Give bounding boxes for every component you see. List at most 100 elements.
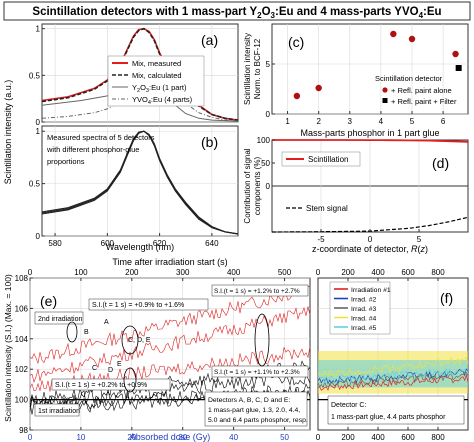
c-xtick-label-2: 3 bbox=[348, 117, 353, 126]
b-xtick-label-2: 620 bbox=[153, 239, 167, 248]
c-xtick-label-0: 1 bbox=[285, 117, 290, 126]
ann-ellipse-3 bbox=[123, 367, 137, 393]
f-series-4 bbox=[317, 367, 469, 385]
f-legend-label-3: Irrad. #4 bbox=[351, 316, 377, 323]
panel-e-xlabel: Absorbed dose (Gy) bbox=[130, 432, 211, 442]
e-ytick-label-4: 106 bbox=[15, 304, 29, 313]
panel-e-top-label: Time after irradiation start (s) bbox=[112, 257, 227, 267]
f-legend-label-0: Irradiation #1 bbox=[351, 287, 391, 294]
c-point-filter-0 bbox=[455, 65, 462, 71]
legend-y2o3: Y2O3:Eu (1 part) bbox=[132, 83, 187, 94]
e-ytick-label-5: 108 bbox=[15, 274, 29, 283]
ann-box-4 bbox=[51, 378, 171, 391]
ann-c: C bbox=[92, 365, 97, 372]
d-top-series-0 bbox=[272, 139, 469, 143]
panel-d-scint-label: Scintillation bbox=[308, 155, 348, 164]
panel-e-label: (e) bbox=[40, 293, 57, 309]
panel-d: 100 50 0 -5 0 5 Contribution of signal compo… bbox=[243, 136, 469, 254]
b-series-1 bbox=[41, 130, 239, 235]
ann-box-1 bbox=[88, 298, 209, 311]
e-toptick-label-2: 200 bbox=[125, 268, 139, 277]
e-xtick-label-3: 30 bbox=[178, 433, 187, 442]
c-point-4 bbox=[452, 50, 459, 58]
c-point-0 bbox=[293, 92, 301, 100]
e-note-3: 5.0 and 6.4 parts phosphor, resp. bbox=[208, 417, 308, 424]
panel-f: 0 200 400 600 800 0 200 400 600 800 Irradiation … bbox=[316, 268, 469, 442]
ann-text-1: S.I.(t = 1 s) = +0.9% to +1.6% bbox=[92, 302, 184, 309]
ab-ylabel: Scintillation intensity (a.u.) bbox=[3, 80, 13, 185]
e-toptick-label-3: 300 bbox=[176, 268, 190, 277]
c-point-1 bbox=[315, 84, 322, 92]
b-ytick-label-0: 0 bbox=[36, 232, 41, 241]
e-xtick-label-0: 0 bbox=[28, 433, 33, 442]
c-xtick-label-3: 4 bbox=[379, 117, 384, 126]
ann-text-4: S.I.(t = 1 s) = +0.2% to +0.9% bbox=[55, 382, 147, 389]
legend-marker-filter bbox=[382, 98, 388, 103]
f-xtick-label-0: 0 bbox=[316, 433, 321, 442]
d-xtick-label-0: -5 bbox=[317, 235, 325, 244]
ann-ellipse-2 bbox=[121, 325, 139, 355]
panel-c-ylabel-2: Norm. to BCF-12 bbox=[253, 38, 262, 99]
f-legend-label-1: Irrad. #2 bbox=[351, 297, 377, 304]
e-note-1: Detectors A, B, C, D and E: bbox=[208, 397, 290, 404]
c-point-3 bbox=[408, 35, 416, 43]
ann-2nd-irradiation: 2nd irradiation bbox=[38, 316, 82, 323]
e-note-2: 1 mass-part glue, 1.3, 2.0, 4.4, bbox=[208, 407, 300, 414]
e-xtick-label-2: 20 bbox=[127, 433, 136, 442]
d-ytick-label-1: 50 bbox=[261, 159, 270, 168]
panel-d-stem-label: Stem signal bbox=[306, 204, 348, 213]
e-toptick-label-0: 0 bbox=[28, 268, 33, 277]
ann-ellipse-4 bbox=[254, 313, 270, 367]
panel-d-ylabel-1: Contribution of signal bbox=[243, 148, 252, 223]
panel-b-note-3: proportions bbox=[47, 157, 85, 166]
panel-a-label: (a) bbox=[201, 32, 218, 48]
a-ytick-label-2: 1 bbox=[36, 25, 41, 34]
b-xtick-label-3: 640 bbox=[205, 239, 219, 248]
panel-c-legend-paint: + Refl. paint alone bbox=[391, 86, 452, 95]
panel-b: 0 0.5 1 580 600 620 640 (b) Measured spectra … bbox=[29, 125, 239, 252]
panel-b-xlabel: Wavelength (nm) bbox=[106, 242, 174, 252]
ann-cde: C, D, E bbox=[128, 337, 151, 344]
e-ytick-label-0: 98 bbox=[19, 426, 28, 435]
f-series-1 bbox=[317, 368, 469, 385]
ann-1st-irradiation: 1st irradiation bbox=[38, 408, 80, 415]
panel-c-frame bbox=[271, 23, 469, 115]
f-toptick-label-4: 800 bbox=[431, 268, 445, 277]
panel-b-note-1: Measured spectra of 5 detectors bbox=[47, 133, 155, 142]
b-xtick-label-0: 580 bbox=[48, 239, 62, 248]
c-xtick-label-1: 2 bbox=[316, 117, 321, 126]
panel-f-label: (f) bbox=[440, 290, 453, 306]
f-toptick-label-3: 600 bbox=[401, 268, 415, 277]
ann-box-2nd bbox=[34, 311, 84, 325]
e-toptick-label-1: 100 bbox=[74, 268, 88, 277]
e-note-box bbox=[204, 391, 308, 427]
c-point-2 bbox=[390, 30, 397, 38]
ann-ellipse-1 bbox=[66, 321, 78, 343]
e-xtick-label-4: 40 bbox=[229, 433, 238, 442]
f-xtick-label-3: 600 bbox=[401, 433, 415, 442]
f-legend-label-4: Irrad. #5 bbox=[351, 325, 377, 332]
e-series-0 bbox=[29, 285, 311, 365]
title-frame bbox=[3, 1, 471, 21]
panel-c-legend: Scintillation detector + Refl. paint alo… bbox=[375, 74, 457, 106]
panel-b-frame bbox=[41, 125, 239, 237]
ann-box-1st bbox=[34, 403, 80, 417]
f-note-2: 1 mass-part glue, 4.4 parts phosphor bbox=[331, 414, 446, 421]
c-xtick-label-5: 6 bbox=[441, 117, 446, 126]
ann-d: D bbox=[108, 367, 113, 374]
d-xtick-label-2: 5 bbox=[417, 235, 422, 244]
a-ytick-label-1: 0.5 bbox=[29, 71, 41, 80]
e-xtick-label-1: 10 bbox=[76, 433, 85, 442]
d-xtick-label-1: 0 bbox=[368, 235, 373, 244]
f-legend-label-2: Irrad. #3 bbox=[351, 306, 377, 313]
b-series-2 bbox=[41, 130, 239, 235]
c-xtick-label-4: 5 bbox=[410, 117, 415, 126]
panel-c-xlabel: Mass-parts phosphor in 1 part glue bbox=[300, 128, 439, 138]
legend-measured: Mix, measured bbox=[132, 59, 181, 68]
f-note-box bbox=[327, 395, 465, 425]
f-xtick-label-1: 200 bbox=[341, 433, 355, 442]
e-series-1 bbox=[29, 306, 311, 383]
panel-c: 0 5 1 2 3 4 5 6 Scintillation intensity Norm. … bbox=[243, 23, 469, 138]
e-ytick-label-2: 102 bbox=[15, 365, 29, 374]
